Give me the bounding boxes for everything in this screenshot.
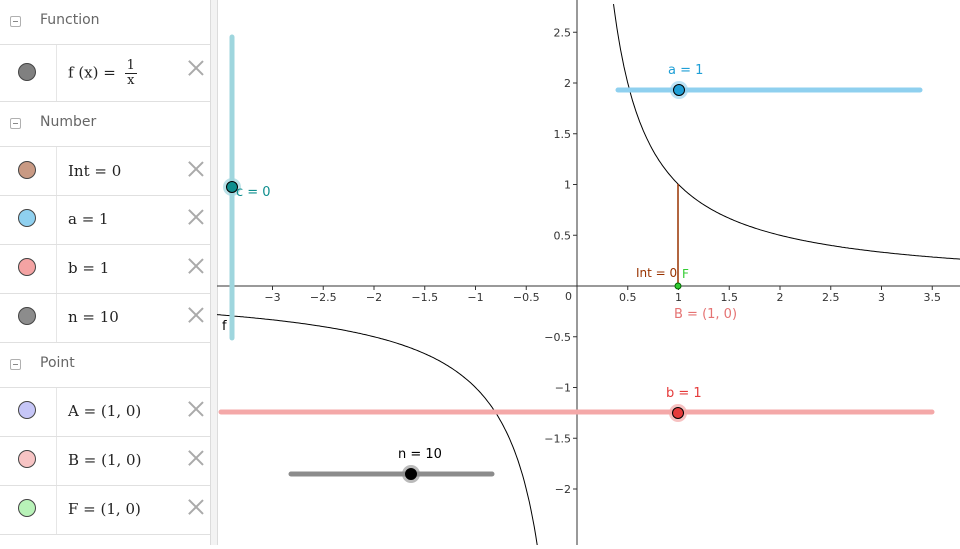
delete-icon[interactable]: [186, 497, 206, 517]
group-label: Function: [40, 12, 100, 28]
x-tick-label: 0.5: [619, 291, 637, 304]
fraction-denominator: x: [125, 74, 137, 88]
y-tick-label: 2: [564, 77, 571, 90]
slider-c-label: c = 0: [236, 185, 271, 200]
delete-icon[interactable]: [186, 159, 206, 179]
algebra-row-function-f[interactable]: f (x) = 1 x: [0, 45, 210, 102]
y-tick-label: 0.5: [554, 229, 572, 242]
algebra-view: Function f (x) = 1 x Number Int = 0 a = …: [0, 0, 211, 545]
visibility-toggle-icon[interactable]: [18, 161, 36, 179]
x-tick-label: 3.5: [924, 291, 942, 304]
point-b-label: B = (1, 0): [674, 307, 737, 322]
number-expression[interactable]: a = 1: [68, 210, 109, 228]
x-tick-label: −0.5: [513, 291, 540, 304]
x-tick-label: 1: [675, 291, 682, 304]
y-axis-ticks: 2.5 2 1.5 1 0.5 −0.5 −1 −1.5 −2: [544, 26, 577, 496]
y-tick-label: 2.5: [554, 26, 572, 39]
point-expression[interactable]: B = (1, 0): [68, 451, 141, 469]
x-tick-label: −1: [467, 291, 483, 304]
collapse-icon[interactable]: [10, 118, 21, 129]
group-label: Number: [40, 114, 96, 130]
visibility-toggle-icon[interactable]: [18, 450, 36, 468]
number-expression[interactable]: n = 10: [68, 308, 119, 326]
y-tick-label: −1: [555, 382, 571, 395]
visibility-toggle-icon[interactable]: [18, 258, 36, 276]
group-header-number[interactable]: Number: [0, 102, 210, 147]
x-tick-label: 1.5: [721, 291, 739, 304]
number-expression[interactable]: b = 1: [68, 259, 109, 277]
x-tick-label: −3: [264, 291, 280, 304]
delete-icon[interactable]: [186, 256, 206, 276]
function-curve-negative[interactable]: [217, 314, 537, 545]
algebra-row-F[interactable]: F = (1, 0): [0, 486, 210, 535]
x-tick-label: −2.5: [310, 291, 337, 304]
slider-b-label: b = 1: [666, 386, 702, 401]
number-expression[interactable]: Int = 0: [68, 162, 121, 180]
slider-a-label: a = 1: [668, 63, 703, 78]
fraction: 1 x: [125, 59, 137, 88]
x-tick-label: −2: [366, 291, 382, 304]
x-tick-label: −1.5: [411, 291, 438, 304]
point-expression[interactable]: A = (1, 0): [68, 402, 141, 420]
algebra-row-A[interactable]: A = (1, 0): [0, 388, 210, 437]
visibility-toggle-icon[interactable]: [18, 63, 36, 81]
group-label: Point: [40, 355, 75, 371]
point-f-label: F: [682, 267, 689, 281]
fraction-numerator: 1: [125, 59, 137, 74]
function-label: f: [222, 319, 227, 334]
delete-icon[interactable]: [186, 207, 206, 227]
function-curve-positive[interactable]: [614, 4, 960, 259]
algebra-row-a[interactable]: a = 1: [0, 196, 210, 245]
y-tick-label: −1.5: [544, 432, 571, 445]
visibility-toggle-icon[interactable]: [18, 209, 36, 227]
delete-icon[interactable]: [186, 305, 206, 325]
x-tick-label: 2.5: [822, 291, 840, 304]
visibility-toggle-icon[interactable]: [18, 401, 36, 419]
origin-label: 0: [565, 290, 572, 303]
delete-icon[interactable]: [186, 399, 206, 419]
slider-n-label: n = 10: [398, 447, 442, 462]
function-expression[interactable]: f (x) = 1 x: [68, 59, 137, 88]
y-tick-label: −2: [555, 483, 571, 496]
visibility-toggle-icon[interactable]: [18, 499, 36, 517]
delete-icon[interactable]: [186, 448, 206, 468]
x-tick-label: 3: [878, 291, 885, 304]
algebra-row-B[interactable]: B = (1, 0): [0, 437, 210, 486]
x-axis-ticks: −3 −2.5 −2 −1.5 −1 −0.5 0.5 1 1.5 2 2.5 3 3.5: [264, 286, 941, 304]
int-label: Int = 0: [636, 266, 677, 280]
x-tick-label: 2: [777, 291, 784, 304]
collapse-icon[interactable]: [10, 16, 21, 27]
algebra-row-int[interactable]: Int = 0: [0, 147, 210, 196]
algebra-row-b[interactable]: b = 1: [0, 245, 210, 294]
point-expression[interactable]: F = (1, 0): [68, 500, 141, 518]
slider-b-handle[interactable]: [673, 408, 684, 419]
visibility-toggle-icon[interactable]: [18, 307, 36, 325]
point-f[interactable]: [675, 283, 681, 289]
y-tick-label: 1: [564, 179, 571, 192]
y-tick-label: 1.5: [554, 128, 572, 141]
algebra-row-n[interactable]: n = 10: [0, 294, 210, 343]
group-header-function[interactable]: Function: [0, 0, 210, 45]
group-header-point[interactable]: Point: [0, 343, 210, 388]
slider-a-handle[interactable]: [674, 85, 685, 96]
delete-icon[interactable]: [186, 58, 206, 78]
function-lhs: f (x) =: [68, 64, 116, 82]
slider-n-handle[interactable]: [406, 469, 417, 480]
graphics-view[interactable]: −3 −2.5 −2 −1.5 −1 −0.5 0.5 1 1.5 2 2.5 3 3.5 2.5 2 1.…: [217, 0, 960, 545]
y-tick-label: −0.5: [544, 331, 571, 344]
collapse-icon[interactable]: [10, 359, 21, 370]
